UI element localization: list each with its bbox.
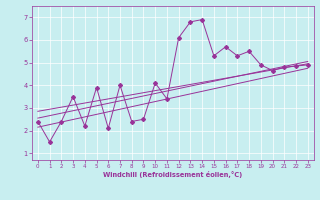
X-axis label: Windchill (Refroidissement éolien,°C): Windchill (Refroidissement éolien,°C)	[103, 171, 243, 178]
